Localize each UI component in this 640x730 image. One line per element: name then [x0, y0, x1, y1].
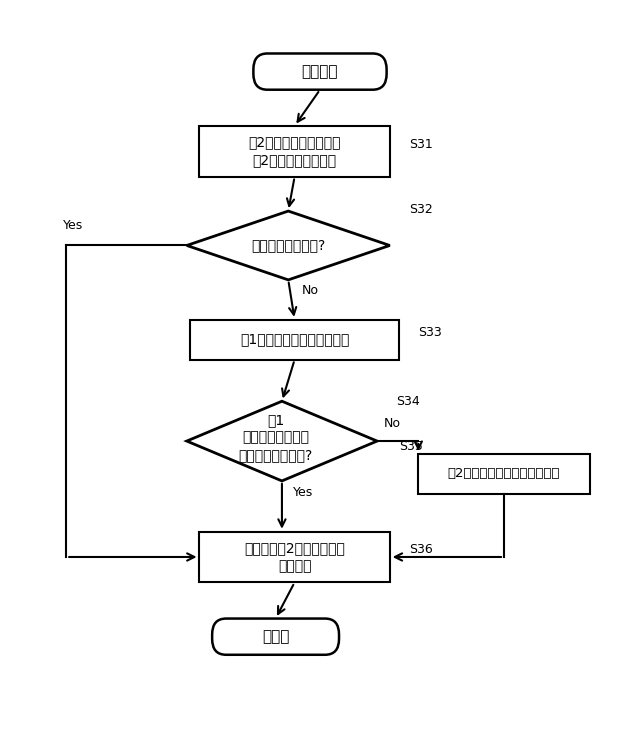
- Text: 受信した第2リクエストの
実行開始: 受信した第2リクエストの 実行開始: [244, 541, 345, 573]
- Bar: [419, 454, 589, 493]
- Text: 第1デバイスの状態を調べる: 第1デバイスの状態を調べる: [240, 333, 349, 347]
- Bar: [190, 320, 399, 360]
- Bar: [200, 531, 390, 583]
- FancyBboxPatch shape: [253, 53, 387, 90]
- Text: Yes: Yes: [293, 486, 314, 499]
- Text: Yes: Yes: [63, 220, 83, 232]
- Text: S31: S31: [409, 137, 433, 150]
- Text: S34: S34: [396, 395, 420, 408]
- Text: S36: S36: [409, 543, 433, 556]
- Text: 電力量が閾値以上?: 電力量が閾値以上?: [251, 239, 325, 253]
- Polygon shape: [187, 402, 377, 481]
- Polygon shape: [187, 211, 390, 280]
- Text: スタート: スタート: [301, 64, 339, 79]
- Text: S32: S32: [409, 203, 433, 216]
- Text: 第2リクエストを記憶部に記憶: 第2リクエストを記憶部に記憶: [448, 467, 560, 480]
- Bar: [200, 126, 390, 177]
- FancyBboxPatch shape: [212, 618, 339, 655]
- Text: No: No: [302, 283, 319, 296]
- Text: S33: S33: [419, 326, 442, 339]
- Text: 第1
デバイスの状態が
アクティブである?: 第1 デバイスの状態が アクティブである?: [239, 413, 313, 462]
- Text: 第2リクエスト処理部が
第2リクエストを受信: 第2リクエスト処理部が 第2リクエストを受信: [248, 135, 341, 167]
- Text: エンド: エンド: [262, 629, 289, 644]
- Text: S35: S35: [399, 439, 423, 453]
- Text: No: No: [383, 418, 401, 430]
